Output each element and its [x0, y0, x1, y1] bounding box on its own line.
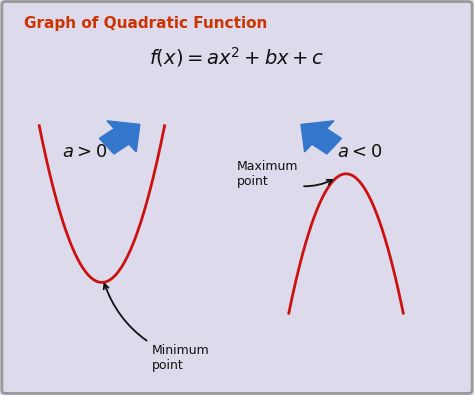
- Text: $a > 0$: $a > 0$: [62, 143, 107, 161]
- Text: $a < 0$: $a < 0$: [337, 143, 382, 161]
- Text: $f(x) = ax^2 + bx + c$: $f(x) = ax^2 + bx + c$: [149, 45, 325, 69]
- Text: Graph of Quadratic Function: Graph of Quadratic Function: [24, 16, 267, 31]
- Polygon shape: [301, 121, 341, 154]
- Polygon shape: [100, 121, 140, 154]
- Text: Maximum
point: Maximum point: [237, 160, 332, 188]
- Text: Minimum
point: Minimum point: [104, 284, 210, 372]
